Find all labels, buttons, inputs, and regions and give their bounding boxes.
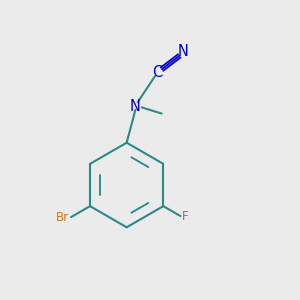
Text: Br: Br [56, 211, 69, 224]
Text: N: N [130, 99, 141, 114]
Text: N: N [178, 44, 188, 59]
Text: F: F [182, 210, 189, 223]
Text: C: C [152, 65, 162, 80]
